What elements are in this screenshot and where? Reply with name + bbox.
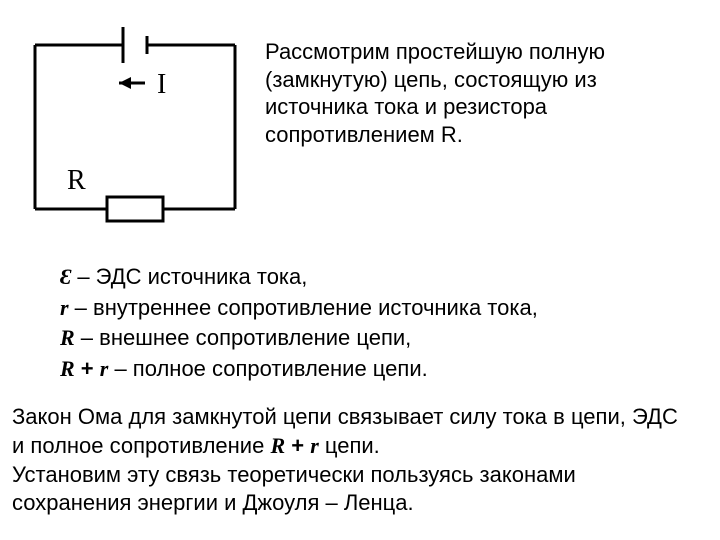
ohm-plus: + [285, 433, 310, 458]
circuit-svg: I R [15, 21, 255, 251]
eps-symbol: Ɛ [60, 264, 71, 289]
label-r-big: R [67, 165, 86, 196]
ohm-paragraph: Закон Ома для замкнутой цепи связывает с… [0, 395, 720, 517]
r-text: – внутреннее сопротивление источника ток… [69, 295, 538, 320]
eps-text: – ЭДС источника тока, [71, 264, 307, 289]
ohm-p2: Установим эту связь теоретически пользуя… [12, 462, 576, 516]
big-r-symbol: R [60, 325, 75, 350]
intro-paragraph: Рассмотрим простейшую полную (замкнутую)… [260, 18, 690, 148]
rr-text: – полное сопротивление цепи. [108, 356, 427, 381]
intro-text: Рассмотрим простейшую полную (замкнутую)… [265, 39, 605, 147]
ohm-p1b: цепи. [319, 433, 380, 458]
rr-plus: + [75, 356, 100, 381]
label-i: I [157, 69, 166, 100]
definitions-block: Ɛ – ЭДС источника тока, r – внутреннее с… [0, 253, 720, 395]
circuit-diagram: I R [10, 18, 260, 253]
ohm-R: R [270, 433, 285, 458]
r-symbol: r [60, 295, 69, 320]
big-r-text: – внешнее сопротивление цепи, [75, 325, 412, 350]
ohm-r: r [310, 433, 319, 458]
rr-r: R [60, 356, 75, 381]
